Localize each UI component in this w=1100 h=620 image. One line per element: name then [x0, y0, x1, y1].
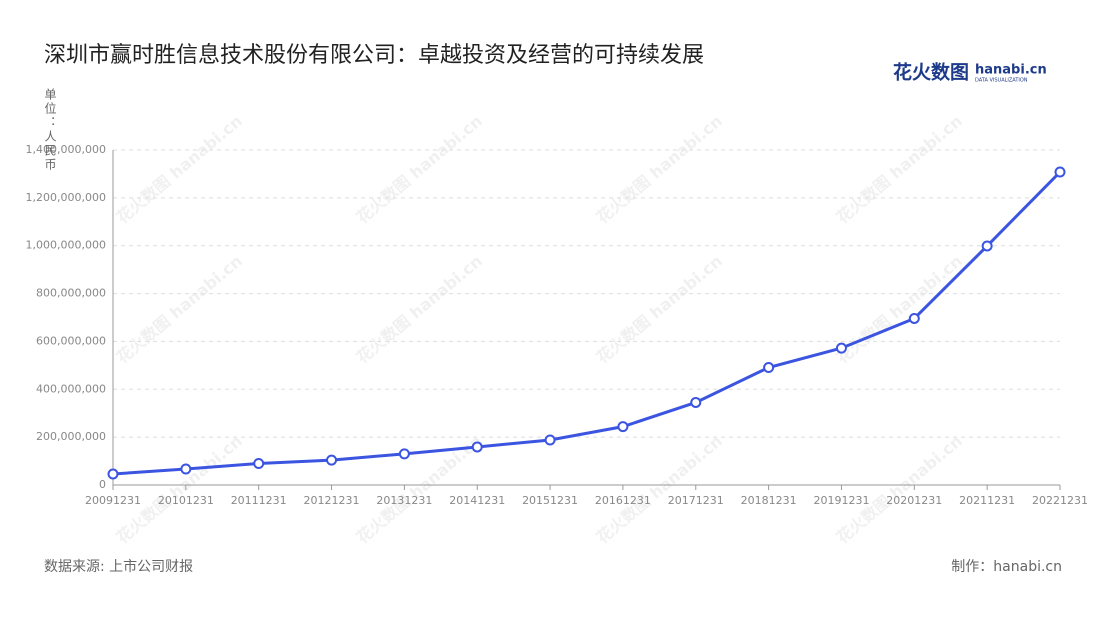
x-tick-label: 20221231 — [1032, 494, 1088, 507]
logo-en: hanabi.cn — [975, 63, 1047, 78]
y-axis-label: 单位：人民币 — [43, 88, 57, 172]
y-tick-label: 200,000,000 — [36, 430, 106, 443]
x-tick-label: 20091231 — [85, 494, 141, 507]
y-tick-label: 0 — [99, 478, 106, 491]
x-tick-label: 20121231 — [304, 494, 360, 507]
watermark: 花火数图 hanabi.cn — [593, 431, 726, 547]
watermark: 花火数图 hanabi.cn — [113, 431, 246, 547]
watermark: 花火数图 hanabi.cn — [593, 251, 726, 367]
x-tick-label: 20181231 — [741, 494, 797, 507]
watermark: 花火数图 hanabi.cn — [833, 111, 966, 227]
credit: 制作：hanabi.cn — [951, 559, 1062, 575]
y-tick-label: 400,000,000 — [36, 382, 106, 395]
point — [180, 463, 192, 475]
y-tick-label: 800,000,000 — [36, 287, 106, 300]
logo-sub: DATA VISUALIZATION — [975, 78, 1028, 84]
watermark: 花火数图 hanabi.cn — [833, 251, 966, 367]
x-tick-label: 20131231 — [376, 494, 432, 507]
y-tick-label: 1,000,000,000 — [26, 239, 106, 252]
line — [112, 170, 1062, 476]
watermark: 花火数图 hanabi.cn — [353, 251, 486, 367]
point — [981, 240, 993, 252]
watermark: 花火数图 hanabi.cn — [113, 111, 246, 227]
point — [253, 457, 265, 469]
point — [1054, 166, 1066, 178]
x-tick-label: 20191231 — [813, 494, 869, 507]
point — [471, 441, 483, 453]
chart-title: 深圳市赢时胜信息技术股份有限公司：卓越投资及经营的可持续发展 — [44, 43, 704, 68]
point — [908, 312, 920, 324]
watermarks: 花火数图 hanabi.cn 花火数图 hanabi.cn 花火数图 hanabi.… — [113, 111, 966, 547]
logo-cn: 花火数图 — [893, 61, 969, 84]
point — [617, 421, 629, 433]
point — [544, 434, 556, 446]
x-tick-label: 20141231 — [449, 494, 505, 507]
x-tick-label: 20211231 — [959, 494, 1015, 507]
watermark: 花火数图 hanabi.cn — [593, 111, 726, 227]
x-tick-label: 20201231 — [886, 494, 942, 507]
x-tick-label: 20151231 — [522, 494, 578, 507]
point — [690, 396, 702, 408]
point — [835, 342, 847, 354]
point — [107, 468, 119, 480]
point — [326, 454, 338, 466]
source: 数据来源: 上市公司财报 — [44, 558, 193, 575]
y-tick-label: 600,000,000 — [36, 334, 106, 347]
point — [763, 362, 775, 374]
x-tick-label: 20171231 — [668, 494, 724, 507]
watermark: 花火数图 hanabi.cn — [113, 251, 246, 367]
y-tick-label: 1,400,000,000 — [26, 143, 106, 156]
watermark: 花火数图 hanabi.cn — [353, 111, 486, 227]
point — [398, 448, 410, 460]
x-tick-label: 20101231 — [158, 494, 214, 507]
watermark: 花火数图 hanabi.cn — [833, 431, 966, 547]
x-tick-label: 20111231 — [231, 494, 287, 507]
y-tick-label: 1,200,000,000 — [26, 191, 106, 204]
x-tick-label: 20161231 — [595, 494, 651, 507]
